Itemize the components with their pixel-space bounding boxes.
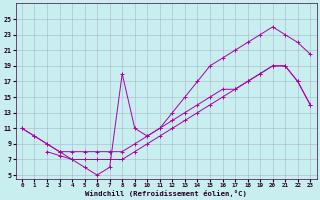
X-axis label: Windchill (Refroidissement éolien,°C): Windchill (Refroidissement éolien,°C) bbox=[85, 190, 247, 197]
